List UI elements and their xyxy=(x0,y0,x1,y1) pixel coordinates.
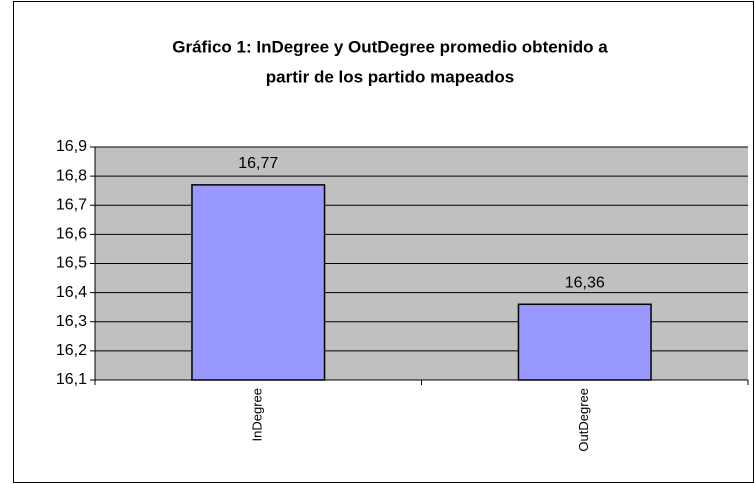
y-tick-label: 16,3 xyxy=(56,313,87,330)
y-tick-label: 16,2 xyxy=(56,342,87,359)
value-label: 16,36 xyxy=(565,274,605,291)
y-tick-label: 16,4 xyxy=(56,284,87,301)
chart-title: partir de los partido mapeados xyxy=(266,67,514,86)
x-tick-label: OutDegree xyxy=(576,388,591,452)
y-tick-label: 16,5 xyxy=(56,255,87,272)
chart-title: Gráfico 1: InDegree y OutDegree promedio… xyxy=(172,37,608,56)
value-label: 16,77 xyxy=(238,155,278,172)
y-tick-label: 16,8 xyxy=(56,167,87,184)
bar xyxy=(191,184,326,381)
x-tick-label: InDegree xyxy=(250,388,265,441)
y-tick-label: 16,7 xyxy=(56,196,87,213)
y-tick-label: 16,9 xyxy=(56,138,87,155)
y-tick-label: 16,1 xyxy=(56,371,87,388)
y-tick-label: 16,6 xyxy=(56,226,87,243)
bar xyxy=(517,303,652,381)
